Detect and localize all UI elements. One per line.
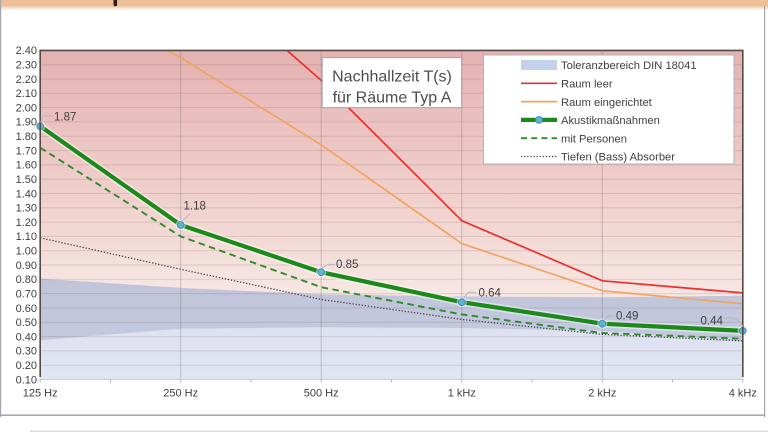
svg-text:Raum leer: Raum leer	[561, 79, 613, 91]
svg-text:1.60: 1.60	[16, 160, 37, 172]
svg-text:1.40: 1.40	[16, 188, 37, 200]
svg-text:250 Hz: 250 Hz	[163, 388, 198, 400]
svg-text:Nachhallzeit T(s): Nachhallzeit T(s)	[332, 69, 452, 86]
svg-text:0.70: 0.70	[16, 288, 37, 300]
svg-text:0.30: 0.30	[16, 346, 37, 358]
svg-text:2.40: 2.40	[16, 45, 37, 57]
svg-text:1.80: 1.80	[16, 131, 37, 143]
svg-text:1 kHz: 1 kHz	[448, 388, 476, 400]
svg-text:1.50: 1.50	[16, 174, 37, 186]
svg-text:Tiefen (Bass) Absorber: Tiefen (Bass) Absorber	[561, 152, 675, 164]
svg-text:0.80: 0.80	[16, 274, 37, 286]
svg-text:1.70: 1.70	[16, 145, 37, 157]
svg-text:0.90: 0.90	[16, 260, 37, 272]
svg-text:125 Hz: 125 Hz	[23, 388, 58, 400]
svg-text:1.90: 1.90	[16, 117, 37, 129]
svg-text:1.10: 1.10	[16, 231, 37, 243]
svg-text:Toleranzbereich DIN 18041: Toleranzbereich DIN 18041	[561, 60, 697, 72]
svg-text:0.49: 0.49	[616, 310, 638, 322]
svg-text:2.00: 2.00	[16, 102, 37, 114]
svg-text:2.30: 2.30	[16, 60, 37, 72]
svg-text:mit Personen: mit Personen	[561, 133, 627, 145]
svg-text:4 kHz: 4 kHz	[729, 388, 757, 400]
svg-text:2.20: 2.20	[16, 74, 37, 86]
svg-text:0.50: 0.50	[16, 317, 37, 329]
svg-text:1.18: 1.18	[184, 201, 206, 213]
svg-text:500 Hz: 500 Hz	[304, 388, 339, 400]
svg-text:1.20: 1.20	[16, 217, 37, 229]
svg-text:0.85: 0.85	[336, 259, 358, 271]
svg-text:0.44: 0.44	[701, 315, 724, 327]
svg-text:1.30: 1.30	[16, 203, 37, 215]
svg-text:für Räume Typ A: für Räume Typ A	[333, 90, 452, 107]
svg-text:0.40: 0.40	[16, 331, 37, 343]
svg-text:0.10: 0.10	[16, 374, 37, 386]
svg-text:0.60: 0.60	[16, 303, 37, 315]
svg-text:Akustikmaßnahmen: Akustikmaßnahmen	[561, 115, 660, 127]
svg-text:Raum eingerichtet: Raum eingerichtet	[561, 97, 653, 109]
svg-text:0.64: 0.64	[479, 288, 502, 300]
svg-text:1.87: 1.87	[54, 111, 76, 123]
svg-text:0.20: 0.20	[16, 360, 37, 372]
svg-text:2 kHz: 2 kHz	[588, 388, 616, 400]
svg-text:1.00: 1.00	[16, 246, 37, 258]
svg-text:2.10: 2.10	[16, 88, 37, 100]
